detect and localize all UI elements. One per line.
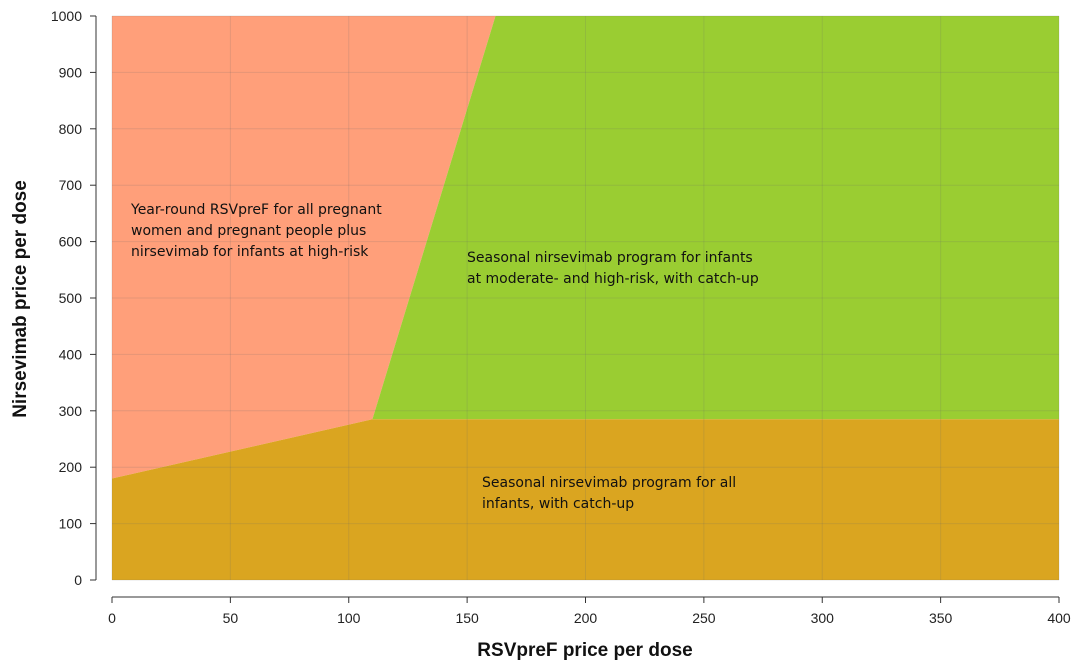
y-tick-label: 200 <box>59 459 83 475</box>
label-seasonal-all-infants: Seasonal nirsevimab program for all infan… <box>482 475 736 512</box>
chart-axes: 0 100 200 300 400 500 600 700 800 900 1000 0 50 100 15… <box>51 8 1071 626</box>
region-label-line: Seasonal nirsevimab program for all <box>482 475 736 491</box>
x-tick-label: 250 <box>692 610 716 626</box>
y-tick-label: 1000 <box>51 8 82 24</box>
y-axis-title: Nirsevimab price per dose <box>10 180 31 418</box>
x-tick-label: 350 <box>929 610 953 626</box>
region-seasonal-all-infants <box>112 419 1059 580</box>
region-label-line: Seasonal nirsevimab program for infants <box>467 250 753 266</box>
y-tick-label: 900 <box>59 64 83 80</box>
region-label-line: Year-round RSVpreF for all pregnant <box>130 202 382 218</box>
region-labels: Year-round RSVpreF for all pregnant women… <box>130 202 759 512</box>
region-year-round-rsvpref <box>112 16 496 479</box>
y-tick-label: 600 <box>59 234 83 250</box>
region-label-line: women and pregnant people plus <box>131 223 366 239</box>
region-label-line: nirsevimab for infants at high-risk <box>131 244 369 260</box>
x-tick-label: 0 <box>108 610 116 626</box>
y-tick-label: 300 <box>59 403 83 419</box>
region-label-line: infants, with catch-up <box>482 496 634 512</box>
y-tick-label: 400 <box>59 346 83 362</box>
label-seasonal-moderate-high-risk: Seasonal nirsevimab program for infants a… <box>467 250 759 287</box>
region-seasonal-moderate-high-risk <box>372 16 1059 420</box>
x-tick-label: 200 <box>574 610 598 626</box>
chart-grid <box>111 15 1060 581</box>
y-tick-label: 500 <box>59 290 83 306</box>
x-tick-label: 400 <box>1047 610 1071 626</box>
y-tick-label: 100 <box>59 516 83 532</box>
x-axis-title: RSVpreF price per dose <box>477 640 692 661</box>
region-label-line: at moderate- and high-risk, with catch-u… <box>467 271 759 287</box>
x-tick-label: 50 <box>223 610 239 626</box>
chart-regions <box>112 16 1059 580</box>
x-tick-label: 150 <box>455 610 479 626</box>
y-tick-label: 0 <box>74 572 82 588</box>
y-tick-label: 800 <box>59 121 83 137</box>
x-tick-label: 300 <box>811 610 835 626</box>
x-tick-label: 100 <box>337 610 361 626</box>
label-year-round-rsvpref: Year-round RSVpreF for all pregnant women… <box>130 202 382 260</box>
y-tick-label: 700 <box>59 177 83 193</box>
